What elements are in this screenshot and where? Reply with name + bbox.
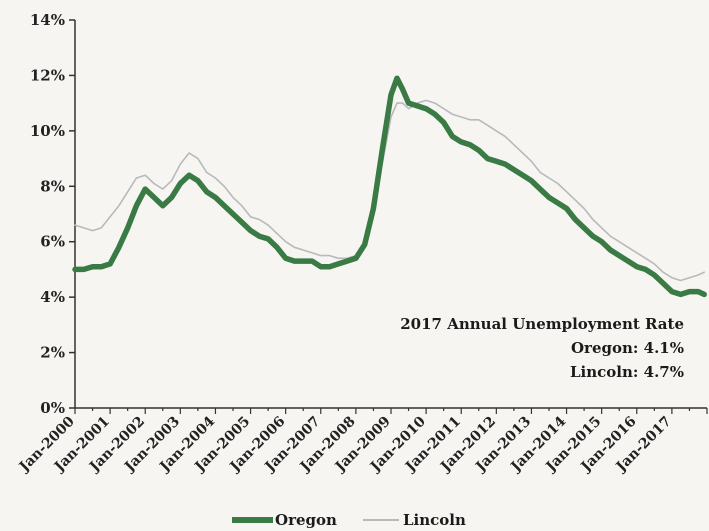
annotation-box: 2017 Annual Unemployment Rate Oregon: 4.… (400, 315, 684, 381)
y-tick-label: 2% (40, 344, 65, 362)
series-layer (72, 75, 707, 298)
legend-lincoln-label: Lincoln (403, 511, 466, 529)
legend: Oregon Lincoln (232, 511, 466, 529)
y-tick-label: 8% (40, 177, 65, 195)
annotation-oregon: Oregon: 4.1% (571, 339, 684, 357)
series-line-oregon (72, 75, 707, 298)
y-tick-label: 10% (30, 122, 65, 140)
x-axis-ticks: Jan-2000Jan-2001Jan-2002Jan-2003Jan-2004… (15, 408, 708, 476)
y-tick-label: 14% (30, 11, 65, 29)
y-tick-label: 12% (30, 66, 65, 84)
annotation-title: 2017 Annual Unemployment Rate (400, 315, 684, 333)
y-tick-label: 4% (40, 288, 65, 306)
y-axis-ticks: 0% 2% 4% 6% 8% 10% 12% 14% (30, 11, 75, 417)
annotation-lincoln: Lincoln: 4.7% (570, 363, 684, 381)
legend-oregon-label: Oregon (275, 511, 337, 529)
y-tick-label: 6% (40, 233, 65, 251)
y-tick-label: 0% (40, 399, 65, 417)
series-line-lincoln (74, 99, 706, 282)
